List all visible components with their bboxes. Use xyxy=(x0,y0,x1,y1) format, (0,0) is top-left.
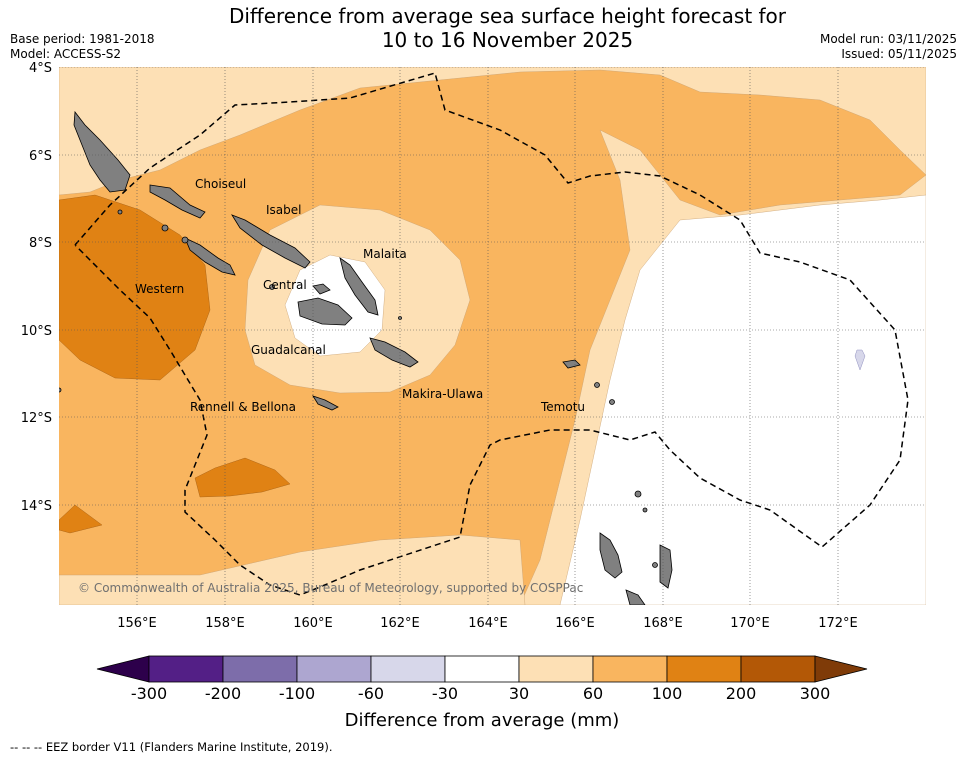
santa-cruz-island xyxy=(562,359,581,369)
lon-labels: 156°E 158°E 160°E 162°E 164°E 166°E 168°… xyxy=(117,616,858,631)
copyright-notice: © Commonwealth of Australia 2025, Bureau… xyxy=(78,581,583,595)
province-label-malaita: Malaita xyxy=(363,247,407,261)
colorbar-swatch xyxy=(148,655,224,683)
lat-label: 4°S xyxy=(29,61,52,76)
colorbar-extend-high xyxy=(814,655,868,683)
eez-border xyxy=(74,72,909,596)
lon-label: 172°E xyxy=(818,616,858,631)
province-label-temotu: Temotu xyxy=(540,400,585,414)
vanuatu-north xyxy=(599,532,623,579)
lat-label: 12°S xyxy=(21,411,52,426)
meta-right: Model run: 03/11/2025 Issued: 05/11/2025 xyxy=(820,32,957,62)
colorbar-swatch xyxy=(370,655,446,683)
colorbar-tick: -100 xyxy=(279,684,315,703)
colorbar-label: Difference from average (mm) xyxy=(345,710,620,731)
map-area: Choiseul Isabel Malaita Western Central … xyxy=(59,67,926,605)
malaita-island xyxy=(339,257,379,316)
province-label-makira-ulawa: Makira-Ulawa xyxy=(402,387,483,401)
title-line-1: Difference from average sea surface heig… xyxy=(228,4,787,28)
anomaly-neutral-east xyxy=(559,194,926,605)
province-label-central: Central xyxy=(263,278,307,292)
choiseul-island xyxy=(149,184,206,219)
lon-label: 170°E xyxy=(730,616,770,631)
colorbar-extend-low xyxy=(96,655,150,683)
colorbar xyxy=(96,655,868,683)
meta-left: Base period: 1981-2018 Model: ACCESS-S2 xyxy=(10,32,155,62)
model-name: Model: ACCESS-S2 xyxy=(10,47,122,61)
lon-label: 168°E xyxy=(643,616,683,631)
lon-label: 162°E xyxy=(380,616,420,631)
western-islands xyxy=(73,110,131,193)
colorbar-swatch xyxy=(444,655,520,683)
lon-label: 156°E xyxy=(117,616,157,631)
gridlines xyxy=(59,67,926,605)
colorbar-tick: -30 xyxy=(432,684,458,703)
anomaly-30-60-north xyxy=(59,67,926,196)
province-labels: Choiseul Isabel Malaita Western Central … xyxy=(135,177,585,414)
province-label-choiseul: Choiseul xyxy=(195,177,246,191)
colorbar-ticks: -300 -200 -100 -60 -30 30 60 100 200 300 xyxy=(131,684,830,703)
base-period: Base period: 1981-2018 xyxy=(10,32,155,46)
lon-label: 166°E xyxy=(555,616,595,631)
land xyxy=(59,110,673,605)
lon-label: 164°E xyxy=(468,616,508,631)
anomaly-30-60-south xyxy=(59,534,526,605)
colorbar-swatch xyxy=(518,655,594,683)
province-label-isabel: Isabel xyxy=(266,203,301,217)
anomaly-100-200-west xyxy=(59,194,211,381)
florida-island xyxy=(312,283,331,295)
title-line-2: 10 to 16 November 2025 xyxy=(381,28,634,52)
colorbar-swatch xyxy=(592,655,668,683)
colorbar-swatch xyxy=(222,655,298,683)
province-label-guadalcanal: Guadalcanal xyxy=(251,343,326,357)
colorbar-tick: 100 xyxy=(652,684,683,703)
colorbar-tick: 200 xyxy=(726,684,757,703)
lon-label: 160°E xyxy=(293,616,333,631)
new-georgia xyxy=(184,237,236,276)
lon-label: 158°E xyxy=(205,616,245,631)
makira-island xyxy=(369,337,419,368)
lat-label: 6°S xyxy=(29,149,52,164)
lat-label: 8°S xyxy=(29,236,52,251)
province-label-western: Western xyxy=(135,282,184,296)
province-label-rennell-bellona: Rennell & Bellona xyxy=(190,400,296,414)
colorbar-tick: -60 xyxy=(358,684,384,703)
anomaly-minus-60-patch xyxy=(854,349,866,371)
colorbar-tick: -200 xyxy=(205,684,241,703)
colorbar-tick: 30 xyxy=(509,684,529,703)
eez-legend: -- -- -- EEZ border V11 (Flanders Marine… xyxy=(10,740,333,754)
lat-label: 14°S xyxy=(21,499,52,514)
colorbar-tick: -300 xyxy=(131,684,167,703)
anomaly-100-200-southwest xyxy=(59,504,103,534)
colorbar-swatch xyxy=(740,655,816,683)
colorbar-tick: 60 xyxy=(583,684,603,703)
vanuatu-south xyxy=(625,589,646,605)
issued-date: Issued: 05/11/2025 xyxy=(841,47,957,61)
guadalcanal-island xyxy=(297,297,353,326)
lat-label: 10°S xyxy=(21,324,52,339)
anomaly-100-200-south xyxy=(194,457,291,498)
colorbar-swatch xyxy=(666,655,742,683)
colorbar-swatch xyxy=(296,655,372,683)
page-title: Difference from average sea surface heig… xyxy=(150,4,865,52)
rennell-island xyxy=(312,395,339,411)
colorbar-tick: 300 xyxy=(800,684,831,703)
model-run: Model run: 03/11/2025 xyxy=(819,32,957,46)
isabel-island xyxy=(231,214,311,269)
lat-labels: 4°S 6°S 8°S 10°S 12°S 14°S xyxy=(21,61,52,514)
